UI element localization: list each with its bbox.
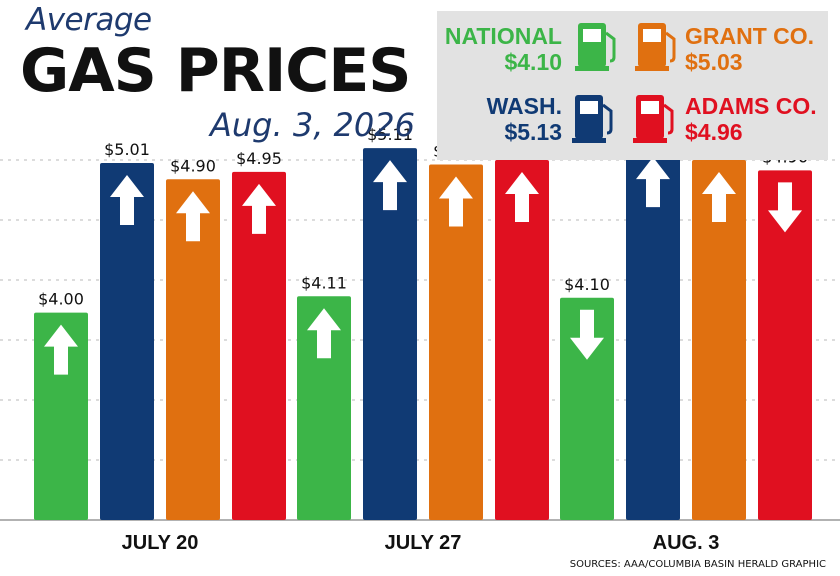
data-label: $4.10 <box>564 275 610 294</box>
legend-grant-price: $5.03 <box>685 49 743 75</box>
legend-wash-price: $5.13 <box>504 119 562 145</box>
legend-item-wash: WASH. $5.13 <box>487 93 562 145</box>
arrow-up-icon <box>439 176 473 227</box>
arrow-up-icon <box>702 172 736 222</box>
arrow-up-icon <box>373 160 407 211</box>
arrow-up-icon <box>505 172 539 222</box>
legend-item-grant: GRANT CO. $5.03 <box>685 23 814 75</box>
legend-item-adams: ADAMS CO. $4.96 <box>685 93 817 145</box>
x-tick-label: JULY 20 <box>122 532 199 554</box>
title-block: Average GAS PRICES Aug. 3, 2026 <box>0 0 430 150</box>
gas-pump-icon <box>633 95 674 143</box>
source-note: SOURCES: AAA/COLUMBIA BASIN HERALD GRAPH… <box>569 559 826 570</box>
bar <box>297 296 351 520</box>
gas-pump-icon <box>572 95 613 143</box>
data-label: $4.90 <box>170 156 216 175</box>
arrow-up-icon <box>636 157 670 208</box>
bar <box>34 312 88 520</box>
bar <box>232 171 286 520</box>
data-label: $5.11 <box>367 125 413 144</box>
bar <box>626 145 680 520</box>
chart-date: Aug. 3, 2026 <box>210 106 415 144</box>
arrow-up-icon <box>44 324 78 375</box>
arrow-down-icon <box>768 182 802 233</box>
bar <box>429 164 483 520</box>
gas-pump-icon <box>575 23 616 71</box>
bar <box>692 160 746 520</box>
legend-wash-name: WASH. <box>486 93 562 119</box>
bar <box>495 160 549 520</box>
legend-grant-name: GRANT CO. <box>685 23 815 49</box>
arrow-down-icon <box>570 309 604 360</box>
gas-pump-icon <box>635 23 676 71</box>
legend-adams-name: ADAMS CO. <box>685 93 817 119</box>
data-label: $5.01 <box>104 140 150 159</box>
title-eyebrow: Average <box>26 2 152 38</box>
arrow-up-icon <box>110 174 144 225</box>
bar <box>166 179 220 520</box>
legend-adams-price: $4.96 <box>685 119 743 145</box>
bar <box>560 297 614 520</box>
x-tick-label: JULY 27 <box>385 532 462 554</box>
legend-item-national: NATIONAL $4.10 <box>445 23 562 75</box>
chart-title: GAS PRICES <box>20 36 412 106</box>
legend-national-name: NATIONAL <box>444 23 562 49</box>
data-label: $4.95 <box>236 149 282 168</box>
data-label: $4.11 <box>301 273 347 292</box>
bar <box>100 162 154 521</box>
legend-national-price: $4.10 <box>504 49 562 75</box>
legend: NATIONAL $4.10 GRANT CO. $5.03 WASH. $5.… <box>437 11 828 160</box>
x-tick-label: AUG. 3 <box>653 532 720 554</box>
data-label: $4.00 <box>38 290 84 309</box>
bar <box>363 148 417 521</box>
bar <box>758 170 812 521</box>
arrow-up-icon <box>176 191 210 242</box>
arrow-up-icon <box>242 183 276 234</box>
arrow-up-icon <box>307 308 341 359</box>
